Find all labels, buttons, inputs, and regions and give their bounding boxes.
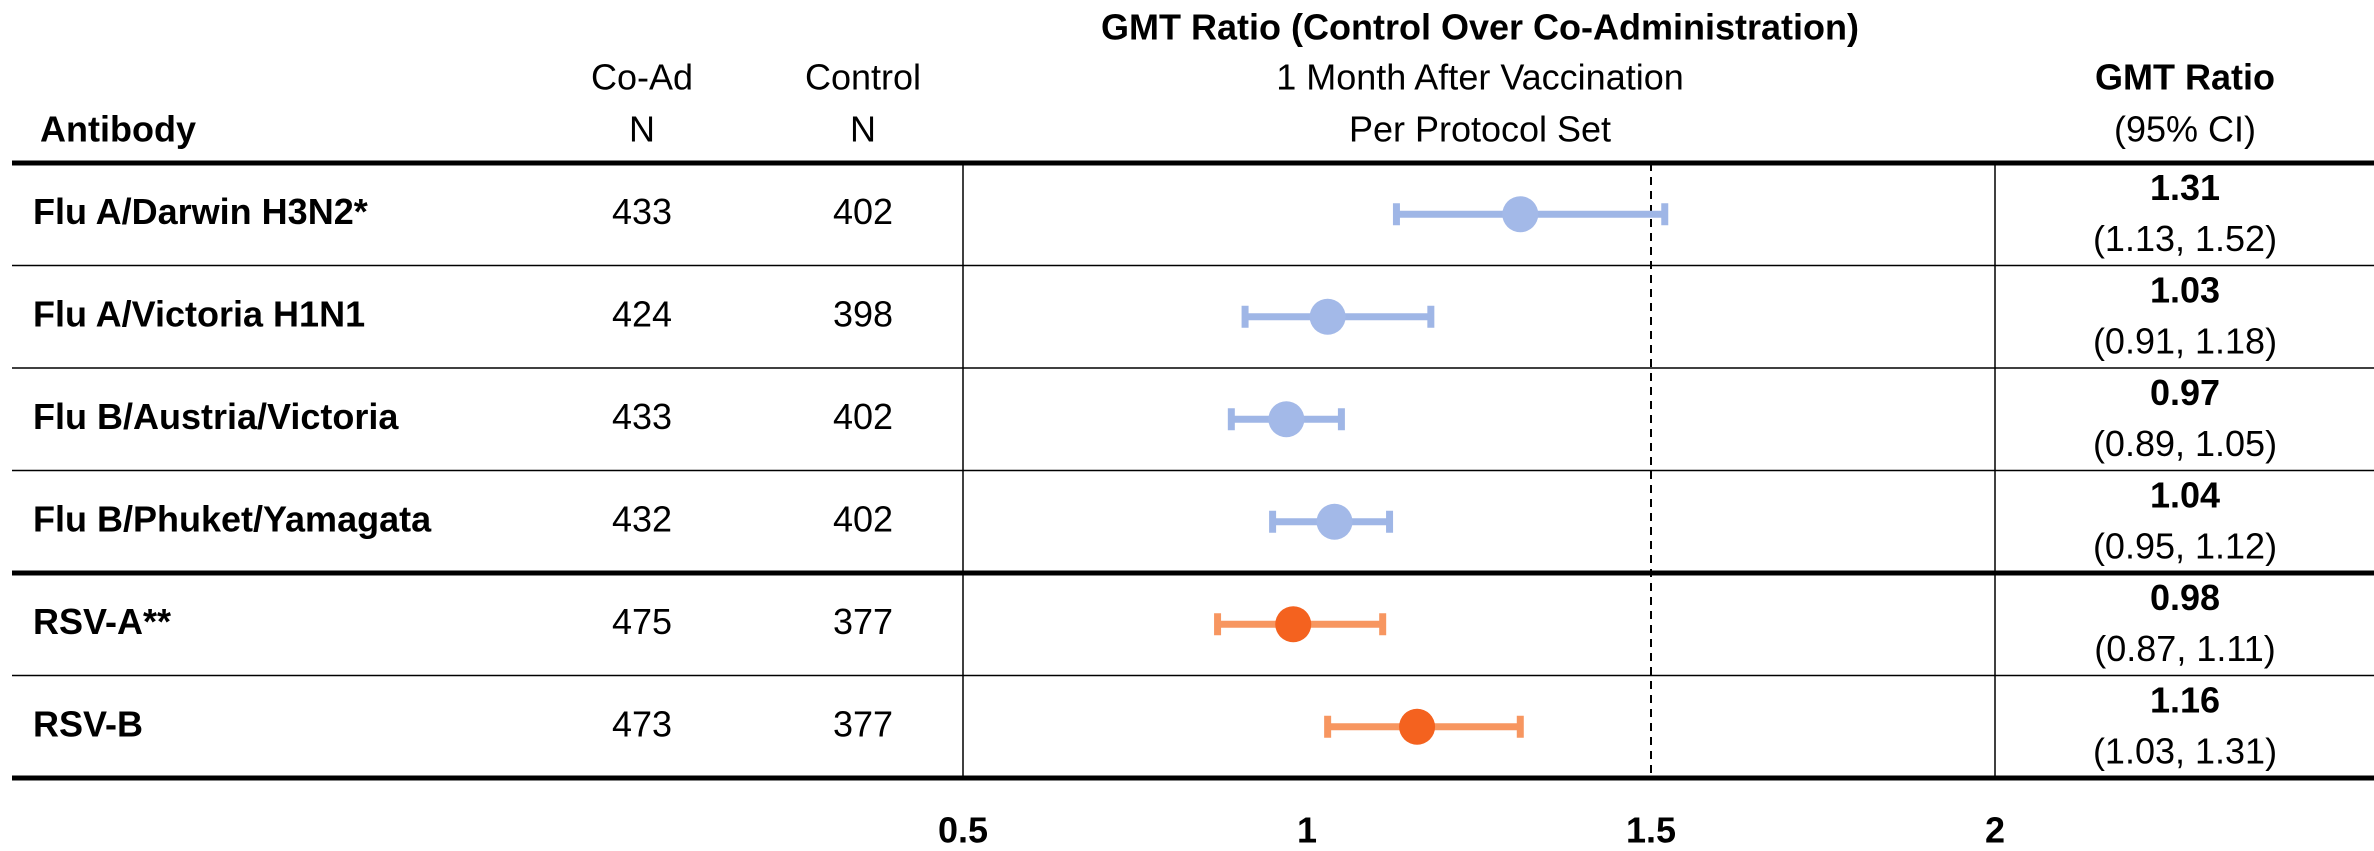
column-header: (95% CI) [2114, 109, 2256, 150]
ratio-value: 1.31 [2150, 167, 2220, 208]
co-ad-n: 473 [612, 703, 672, 744]
row-label: Flu A/Darwin H3N2* [33, 191, 368, 232]
row-label: Flu B/Austria/Victoria [33, 396, 399, 437]
column-header: Antibody [40, 109, 196, 150]
point-estimate [1316, 503, 1353, 540]
ratio-value: 1.04 [2150, 474, 2220, 515]
co-ad-n: 432 [612, 498, 672, 539]
column-header: Co-Ad [591, 57, 693, 98]
control-n: 402 [833, 191, 893, 232]
chart-subtitle: 1 Month After Vaccination [1276, 57, 1684, 98]
x-tick-label: 0.5 [938, 810, 988, 851]
ratio-ci: (1.03, 1.31) [2093, 730, 2277, 771]
point-estimate [1268, 401, 1305, 438]
control-n: 402 [833, 396, 893, 437]
ratio-ci: (0.89, 1.05) [2093, 423, 2277, 464]
point-estimate [1309, 298, 1346, 335]
ratio-value: 1.16 [2150, 679, 2220, 720]
row-label: Flu A/Victoria H1N1 [33, 293, 365, 334]
point-estimate [1399, 708, 1436, 745]
row-label: RSV-A** [33, 601, 171, 642]
column-header: GMT Ratio [2095, 57, 2275, 98]
control-n: 377 [833, 601, 893, 642]
row-label: Flu B/Phuket/Yamagata [33, 498, 432, 539]
ratio-value: 0.98 [2150, 577, 2220, 618]
ratio-value: 0.97 [2150, 372, 2220, 413]
co-ad-n: 475 [612, 601, 672, 642]
co-ad-n: 433 [612, 396, 672, 437]
point-estimate [1275, 606, 1312, 643]
x-tick-label: 1 [1297, 810, 1317, 851]
ratio-value: 1.03 [2150, 269, 2220, 310]
control-n: 402 [833, 498, 893, 539]
column-header: Control [805, 57, 921, 98]
control-n: 398 [833, 293, 893, 334]
x-tick-label: 2 [1985, 810, 2005, 851]
ratio-ci: (0.87, 1.11) [2094, 628, 2275, 669]
row-label: RSV-B [33, 703, 143, 744]
ratio-ci: (0.95, 1.12) [2093, 525, 2277, 566]
ratio-ci: (1.13, 1.52) [2093, 218, 2277, 259]
chart-subtitle: Per Protocol Set [1349, 109, 1611, 150]
ratio-ci: (0.91, 1.18) [2093, 320, 2277, 361]
column-header: N [850, 109, 876, 150]
column-header: N [629, 109, 655, 150]
point-estimate [1502, 196, 1539, 233]
control-n: 377 [833, 703, 893, 744]
co-ad-n: 433 [612, 191, 672, 232]
co-ad-n: 424 [612, 293, 672, 334]
chart-title: GMT Ratio (Control Over Co-Administratio… [1101, 7, 1859, 48]
x-tick-label: 1.5 [1626, 810, 1676, 851]
